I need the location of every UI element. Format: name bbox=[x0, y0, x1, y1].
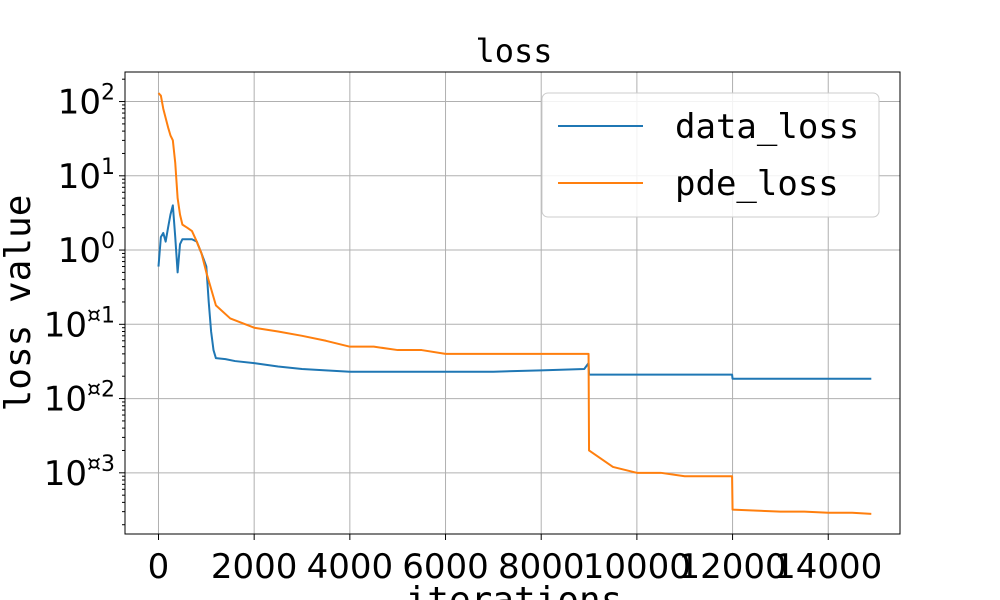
y-axis-label: loss value bbox=[0, 195, 39, 412]
legend: data_loss pde_loss bbox=[541, 92, 880, 218]
x-tick-label: 4000 bbox=[307, 547, 394, 587]
plot-frame bbox=[124, 71, 901, 535]
chart-title: loss bbox=[475, 32, 552, 70]
legend-box bbox=[541, 92, 880, 218]
y-tick-label: 10¤3 bbox=[44, 452, 115, 494]
x-tick-label: 10000 bbox=[583, 547, 691, 587]
y-tick-label: 102 bbox=[58, 81, 115, 123]
y-tick-label: 10¤2 bbox=[44, 378, 115, 420]
y-axis-ticks: 102 101 100 10¤1 10¤2 10¤3 bbox=[44, 81, 125, 494]
legend-label-pde-loss: pde_loss bbox=[675, 164, 839, 204]
x-tick-label: 14000 bbox=[774, 547, 882, 587]
x-tick-label: 12000 bbox=[678, 547, 786, 587]
x-tick-label: 0 bbox=[148, 547, 170, 587]
series-layer bbox=[157, 92, 872, 515]
x-tick-label: 6000 bbox=[402, 547, 489, 587]
y-tick-label: 100 bbox=[58, 229, 115, 271]
x-axis-label: iterations bbox=[406, 580, 623, 600]
y-tick-label: 101 bbox=[58, 155, 115, 197]
x-tick-label: 8000 bbox=[498, 547, 585, 587]
legend-label-data-loss: data_loss bbox=[675, 107, 859, 147]
series-line-pde-loss bbox=[157, 92, 872, 515]
x-tick-label: 2000 bbox=[211, 547, 298, 587]
y-tick-label: 10¤1 bbox=[44, 303, 115, 345]
series-line-data-loss bbox=[157, 204, 872, 380]
